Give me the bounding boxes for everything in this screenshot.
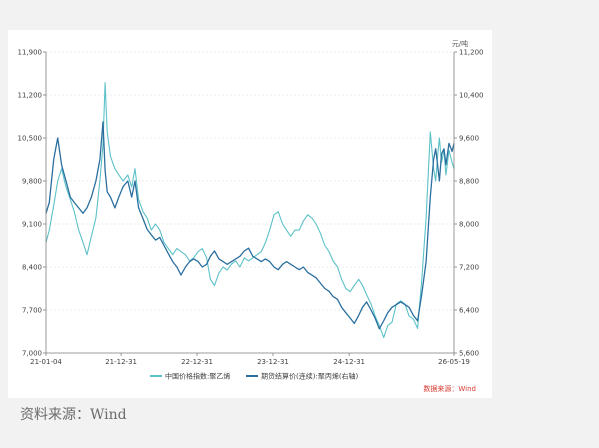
- left-tick-label: 7,700: [22, 307, 42, 315]
- right-tick-label: 9,600: [459, 135, 479, 143]
- left-tick-label: 7,000: [22, 350, 42, 358]
- chart-source-note: 数据来源：Wind: [423, 384, 476, 393]
- right-tick-label: 5,600: [459, 350, 479, 358]
- series-line-2: [45, 121, 455, 330]
- source-caption: 资料来源：Wind: [20, 407, 127, 423]
- x-tick-label: 21-01-04: [30, 358, 62, 366]
- right-tick-label: 7,200: [459, 264, 479, 272]
- legend: 中国价格指数:聚乙烯 期货结算价(连续):聚丙烯(右轴): [150, 372, 359, 381]
- left-tick-label: 9,100: [22, 221, 42, 229]
- series-line-1: [45, 82, 455, 339]
- right-tick-label: 8,800: [459, 178, 479, 186]
- left-tick-label: 10,500: [18, 135, 43, 143]
- x-tick-label: 26-05-19: [438, 358, 470, 366]
- right-tick-label: 8,000: [459, 221, 479, 229]
- x-tick-label: 21-12-31: [105, 358, 137, 366]
- grid-lines: [46, 51, 454, 354]
- legend-label: 期货结算价(连续):聚丙烯(右轴): [261, 372, 359, 381]
- series-lines: [45, 82, 455, 339]
- x-tick-label: 24-12-31: [333, 358, 365, 366]
- x-tick-label: 22-12-31: [181, 358, 213, 366]
- left-tick-label: 9,800: [22, 178, 42, 186]
- left-tick-label: 11,200: [18, 92, 43, 100]
- right-axis-unit-label: 元/吨: [452, 39, 468, 48]
- dual-axis-line-chart: 7,000 7,700 8,400 9,100 9,800 10,500 11,200 11,…: [18, 39, 484, 393]
- left-tick-label: 8,400: [22, 264, 42, 272]
- right-tick-label: 11,200: [459, 49, 484, 57]
- right-tick-label: 6,400: [459, 307, 479, 315]
- chart-panel: 7,000 7,700 8,400 9,100 9,800 10,500 11,200 11,…: [8, 30, 492, 398]
- legend-label: 中国价格指数:聚乙烯: [165, 372, 230, 381]
- left-tick-label: 11,900: [18, 49, 43, 57]
- right-tick-label: 10,400: [459, 92, 484, 100]
- x-tick-label: 23-12-31: [257, 358, 289, 366]
- axes: 7,000 7,700 8,400 9,100 9,800 10,500 11,200 11,…: [18, 49, 484, 367]
